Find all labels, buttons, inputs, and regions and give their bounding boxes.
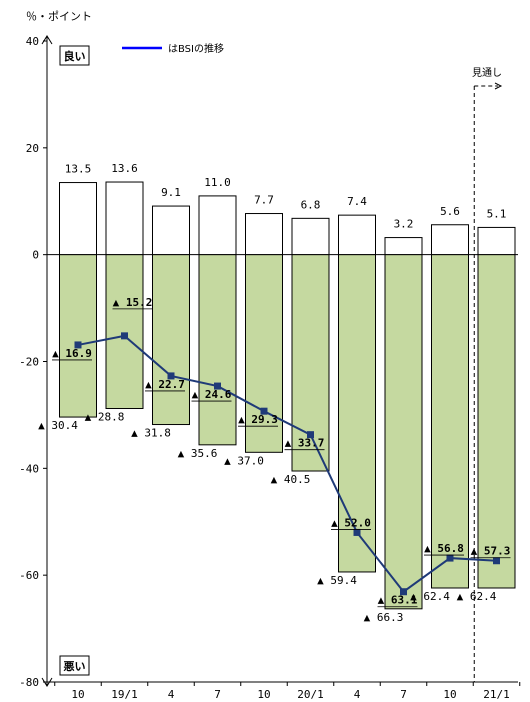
- x-tick-label: 7: [214, 688, 221, 701]
- bsi-line: [77, 334, 497, 594]
- bad-value-label: ▲ 59.4: [317, 574, 357, 587]
- good-value-label: 5.6: [440, 205, 460, 218]
- good-bar: [59, 182, 97, 256]
- bsi-value-label: ▲ 63.1: [378, 594, 418, 607]
- x-tick-label: 10: [71, 688, 84, 701]
- bad-bar: [384, 254, 423, 610]
- bsi-point: [167, 372, 175, 380]
- x-tick-label: 10: [443, 688, 456, 701]
- x-tick-label: 19/1: [111, 688, 138, 701]
- good-bar: [198, 195, 237, 256]
- bad-bar: [105, 254, 144, 410]
- good-bar: [245, 213, 283, 256]
- y-tick-label: -80: [19, 676, 39, 689]
- bsi-point: [353, 528, 361, 536]
- good-bar: [338, 214, 376, 256]
- good-bar: [291, 217, 330, 256]
- bsi-point: [307, 431, 314, 439]
- bad-value-label: ▲ 40.5: [271, 473, 311, 486]
- good-bar: [105, 181, 144, 256]
- y-tick-label: -20: [19, 356, 39, 369]
- good-bar: [431, 224, 469, 256]
- good-value-label: 13.6: [111, 162, 138, 175]
- bad-bar: [477, 254, 516, 589]
- bad-bar: [59, 254, 97, 418]
- forecast-arrow-head: [494, 82, 503, 90]
- good-value-label: 3.2: [394, 218, 414, 231]
- bsi-point: [214, 382, 221, 390]
- good-bar: [477, 226, 516, 256]
- bad-value-label: ▲ 66.3: [364, 611, 404, 624]
- bsi-value-label: ▲ 22.7: [145, 378, 185, 391]
- bsi-value-label: ▲ 52.0: [331, 516, 371, 529]
- bsi-value-label: ▲ 29.3: [238, 413, 278, 426]
- good-value-label: 5.1: [487, 207, 507, 220]
- bad-bar: [245, 254, 283, 453]
- legend-text: はBSIの推移: [168, 42, 224, 55]
- bsi-point: [493, 557, 500, 565]
- x-tick-label: 10: [257, 688, 270, 701]
- bad-value-label: ▲ 62.4: [410, 590, 450, 603]
- bsi-value-label: ▲ 24.6: [192, 388, 232, 401]
- x-tick-label: 4: [168, 688, 175, 701]
- bad-value-label: ▲ 30.4: [38, 419, 78, 432]
- bad-value-label: ▲ 37.0: [224, 454, 264, 467]
- good-bar: [152, 205, 190, 256]
- good-label-box: [59, 45, 90, 66]
- bsi-point: [446, 554, 454, 562]
- y-axis-down-arrow: [41, 677, 53, 687]
- good-value-label: 7.4: [347, 195, 367, 208]
- y-tick-label: 0: [32, 249, 39, 262]
- x-tick-label: 21/1: [483, 688, 510, 701]
- y-tick-label: -60: [19, 569, 39, 582]
- good-value-label: 11.0: [204, 176, 231, 189]
- bad-value-label: ▲ 31.8: [131, 427, 171, 440]
- bsi-value-label: ▲ 57.3: [471, 545, 511, 558]
- good-value-label: 13.5: [65, 163, 92, 176]
- forecast-label: 見通し: [472, 67, 502, 79]
- good-bar: [384, 237, 423, 256]
- bad-value-label: ▲ 62.4: [457, 590, 497, 603]
- y-tick-label: 40: [26, 35, 39, 48]
- x-tick-label: 7: [400, 688, 407, 701]
- y-tick-label: 20: [26, 142, 39, 155]
- bad-value-label: ▲ 28.8: [85, 411, 125, 424]
- bad-label: 悪い: [64, 660, 86, 673]
- bsi-point: [121, 332, 128, 340]
- bad-value-label: ▲ 35.6: [178, 447, 218, 460]
- bad-bar: [152, 254, 190, 426]
- good-label: 良い: [64, 49, 86, 63]
- bad-bar: [198, 254, 237, 446]
- bad-bar: [431, 254, 469, 589]
- good-value-label: 6.8: [301, 198, 321, 211]
- bsi-point: [400, 588, 407, 596]
- bsi-point: [260, 407, 268, 415]
- unit-label: ％・ポイント: [26, 10, 92, 23]
- bsi-value-label: ▲ 33.7: [285, 437, 325, 450]
- bsi-value-label: ▲ 16.9: [52, 347, 92, 360]
- bad-bar: [338, 254, 376, 573]
- bad-label-box: [59, 655, 90, 676]
- bsi-point: [74, 341, 82, 349]
- x-tick-label: 20/1: [297, 688, 324, 701]
- good-value-label: 7.7: [254, 194, 274, 207]
- good-value-label: 9.1: [161, 186, 181, 199]
- bsi-value-label: ▲ 15.2: [113, 296, 153, 309]
- x-tick-label: 4: [354, 688, 361, 701]
- y-tick-label: -40: [19, 462, 39, 475]
- bsi-value-label: ▲ 56.8: [424, 542, 464, 555]
